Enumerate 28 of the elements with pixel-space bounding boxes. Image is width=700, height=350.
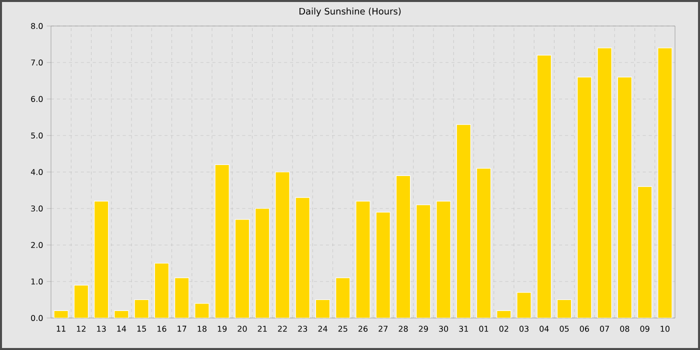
bar (396, 175, 411, 318)
bar (436, 200, 451, 318)
bar (557, 300, 572, 318)
bar (456, 124, 471, 318)
bar (336, 278, 350, 318)
bar (234, 219, 250, 318)
bar (536, 54, 552, 318)
bar (637, 186, 652, 318)
bar (658, 48, 672, 318)
bar (617, 76, 632, 318)
bar (476, 168, 492, 318)
bar (275, 172, 290, 318)
bar (315, 299, 330, 318)
bar (255, 208, 270, 318)
bar (214, 164, 230, 318)
bar (94, 200, 109, 318)
bar (154, 262, 170, 318)
chart-title: Daily Sunshine (Hours) (300, 8, 401, 16)
bar (174, 278, 190, 318)
bar (516, 292, 532, 318)
bar (416, 204, 431, 318)
bar (597, 48, 612, 318)
bar (376, 212, 390, 318)
bar (74, 284, 89, 318)
bar (134, 299, 149, 318)
bar (577, 76, 592, 318)
bar (295, 197, 310, 318)
bar (356, 200, 370, 318)
